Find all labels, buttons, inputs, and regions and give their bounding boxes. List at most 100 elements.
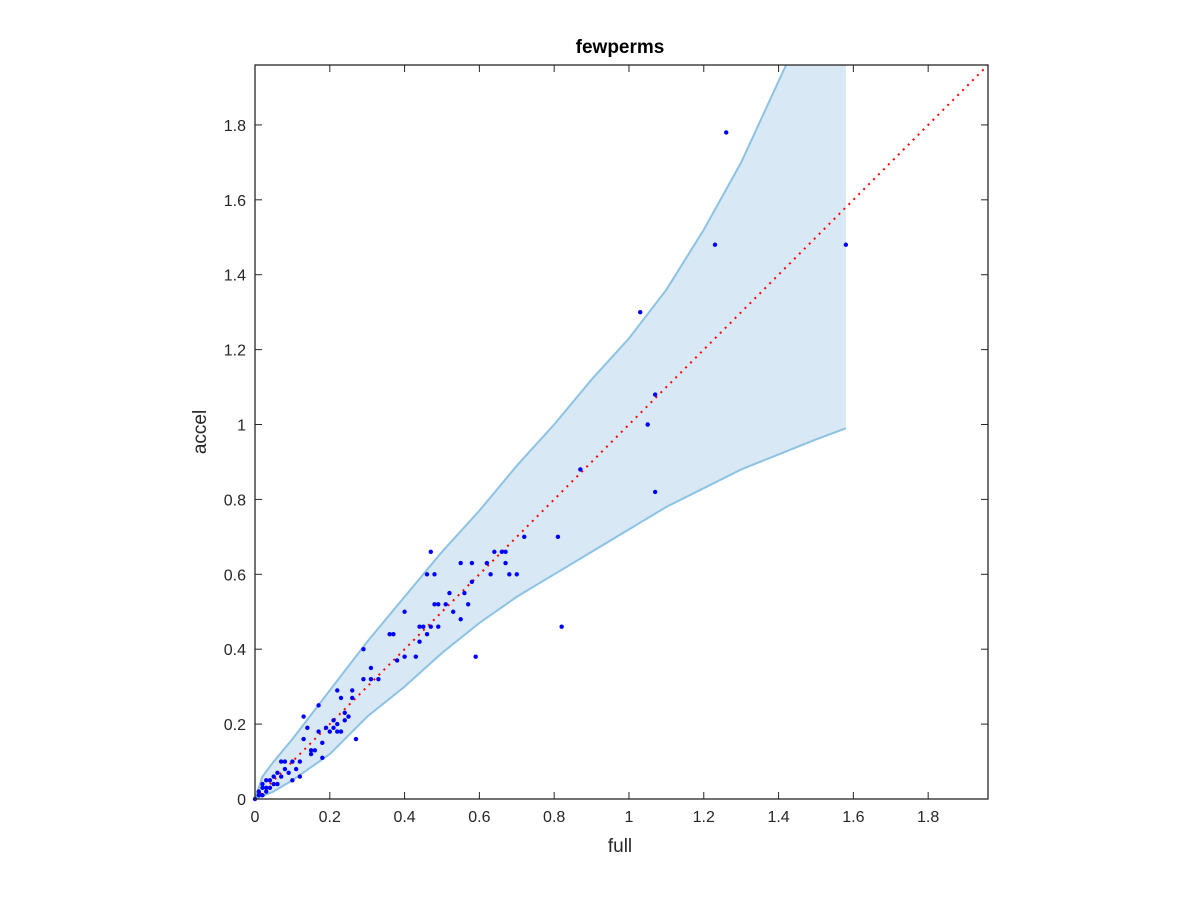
y-tick-label: 1.2 — [224, 343, 246, 360]
data-point — [652, 392, 658, 397]
data-point — [275, 770, 280, 775]
data-point — [492, 549, 497, 555]
data-point — [488, 572, 493, 577]
data-point — [331, 718, 336, 723]
data-point — [290, 759, 295, 764]
data-point — [297, 774, 303, 779]
data-point — [503, 560, 508, 566]
data-point — [260, 793, 265, 798]
chart-title: fewperms — [576, 37, 665, 58]
x-tick-label: 0.2 — [319, 809, 341, 826]
y-tick-label: 1.8 — [224, 118, 246, 135]
data-point — [312, 748, 318, 753]
confidence-band — [255, 65, 846, 799]
data-point — [421, 624, 426, 629]
x-tick-label: 0 — [251, 809, 260, 826]
y-tick-label: 0.8 — [224, 492, 246, 509]
data-point — [402, 609, 407, 614]
data-point — [645, 422, 650, 427]
data-point — [424, 572, 430, 577]
plot-area: 0 0.2 0.4 0.6 0.8 1 1.2 1.4 1.6 1.8 0 0.2 0.4 0.6 0.8 1… — [224, 64, 989, 826]
data-point — [290, 778, 295, 783]
data-point — [447, 590, 452, 596]
data-point — [843, 242, 849, 247]
data-point — [275, 781, 280, 787]
data-point — [712, 242, 718, 247]
data-point — [417, 624, 422, 629]
data-point — [424, 632, 430, 637]
data-point — [522, 534, 527, 540]
data-point — [394, 658, 400, 663]
data-point — [462, 590, 467, 596]
data-point — [278, 759, 284, 764]
data-point — [338, 695, 344, 701]
y-tick-label: 0.6 — [224, 567, 246, 584]
data-point — [342, 710, 347, 716]
data-point — [473, 654, 478, 659]
data-point — [278, 774, 284, 779]
data-point — [432, 572, 437, 577]
data-point — [443, 602, 448, 607]
data-point — [308, 751, 314, 757]
x-tick-label: 0.4 — [393, 809, 415, 826]
data-point — [724, 130, 729, 135]
data-point — [555, 534, 561, 540]
x-tick-label: 0.6 — [468, 809, 490, 826]
data-point — [368, 676, 374, 682]
data-point — [256, 793, 261, 798]
data-point — [327, 729, 332, 734]
data-point — [293, 766, 299, 772]
data-point — [256, 789, 261, 794]
data-point — [361, 647, 366, 652]
data-point — [267, 778, 273, 783]
data-point — [503, 549, 508, 555]
data-point — [436, 602, 441, 607]
data-point — [391, 632, 396, 637]
data-point — [413, 654, 419, 659]
data-point — [465, 602, 471, 607]
data-point — [335, 721, 340, 727]
data-point — [308, 748, 314, 753]
x-tick-label: 0.8 — [543, 809, 565, 826]
data-point — [282, 759, 288, 764]
data-point — [264, 778, 269, 783]
data-point — [402, 654, 407, 659]
data-point — [346, 714, 351, 719]
x-tick-label: 1.4 — [767, 809, 789, 826]
data-point — [559, 624, 564, 629]
data-point — [432, 602, 437, 607]
data-point — [305, 725, 310, 731]
x-tick-label: 1 — [625, 809, 634, 826]
data-point — [282, 766, 288, 772]
data-point — [260, 781, 265, 787]
data-point — [652, 489, 658, 495]
data-point — [514, 572, 519, 577]
data-point — [484, 560, 490, 566]
data-point — [320, 755, 325, 761]
data-point — [428, 549, 433, 555]
data-point — [350, 688, 355, 693]
data-point — [301, 714, 306, 719]
data-point — [376, 676, 381, 682]
data-point — [297, 759, 303, 764]
data-point — [417, 639, 422, 644]
data-point — [264, 785, 269, 790]
data-point — [387, 632, 392, 637]
data-point — [323, 725, 329, 731]
data-point — [264, 789, 269, 794]
data-point — [451, 609, 456, 614]
data-point — [368, 665, 374, 671]
data-point — [350, 695, 355, 701]
y-tick-label: 0 — [237, 792, 246, 809]
y-tick-label: 1.4 — [224, 268, 246, 285]
data-point — [361, 676, 366, 682]
data-point — [637, 309, 643, 315]
data-point — [507, 572, 512, 577]
data-point — [331, 725, 336, 731]
data-point — [353, 736, 359, 742]
y-axis-label: accel — [190, 410, 211, 454]
data-point — [320, 740, 325, 746]
x-axis-label: full — [608, 836, 632, 857]
data-point — [469, 579, 475, 584]
